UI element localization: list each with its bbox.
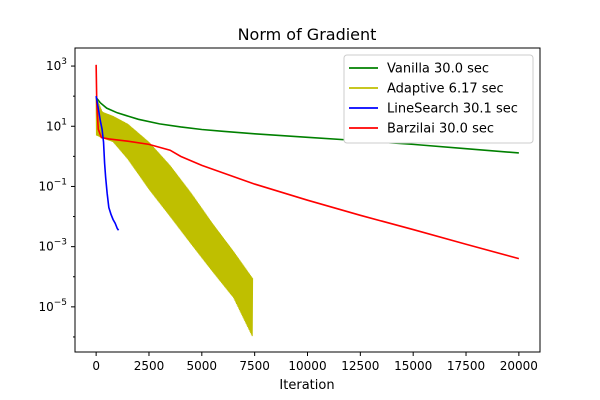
series-line-1: [95, 96, 254, 337]
legend-label: Adaptive 6.17 sec: [387, 82, 504, 97]
x-tick-label: 17500: [447, 359, 485, 373]
legend: Vanilla 30.0 sec Adaptive 6.17 sec LineSea…: [343, 54, 534, 144]
chart-title: Norm of Gradient: [238, 25, 377, 44]
legend-label: LineSearch 30.1 sec: [387, 102, 518, 117]
y-axis-ticks: 10−5 10−3 10−1 101 103: [38, 57, 75, 338]
y-tick-label: 101: [46, 117, 67, 133]
x-tick-label: 5000: [187, 359, 218, 373]
x-tick-label: 12500: [341, 359, 379, 373]
legend-label: Barzilai 30.0 sec: [387, 122, 494, 137]
x-axis-label: Iteration: [279, 378, 334, 393]
x-tick-label: 7500: [239, 359, 270, 373]
series-line-2: [95, 96, 120, 231]
series-line-3: [95, 64, 520, 260]
y-tick-label: 103: [46, 57, 67, 73]
legend-label: Vanilla 30.0 sec: [387, 62, 489, 77]
legend-frame: [343, 54, 534, 144]
y-tick-label: 10−5: [38, 298, 67, 314]
y-tick-label: 10−3: [38, 238, 67, 254]
x-tick-label: 10000: [288, 359, 326, 373]
x-tick-label: 0: [92, 359, 100, 373]
x-tick-label: 20000: [500, 359, 538, 373]
x-tick-label: 15000: [394, 359, 432, 373]
x-tick-label: 2500: [134, 359, 165, 373]
x-axis-ticks: 0 2500 5000 7500 10000 12500 15000 17500 20000: [92, 352, 538, 373]
y-tick-label: 10−1: [38, 177, 67, 193]
